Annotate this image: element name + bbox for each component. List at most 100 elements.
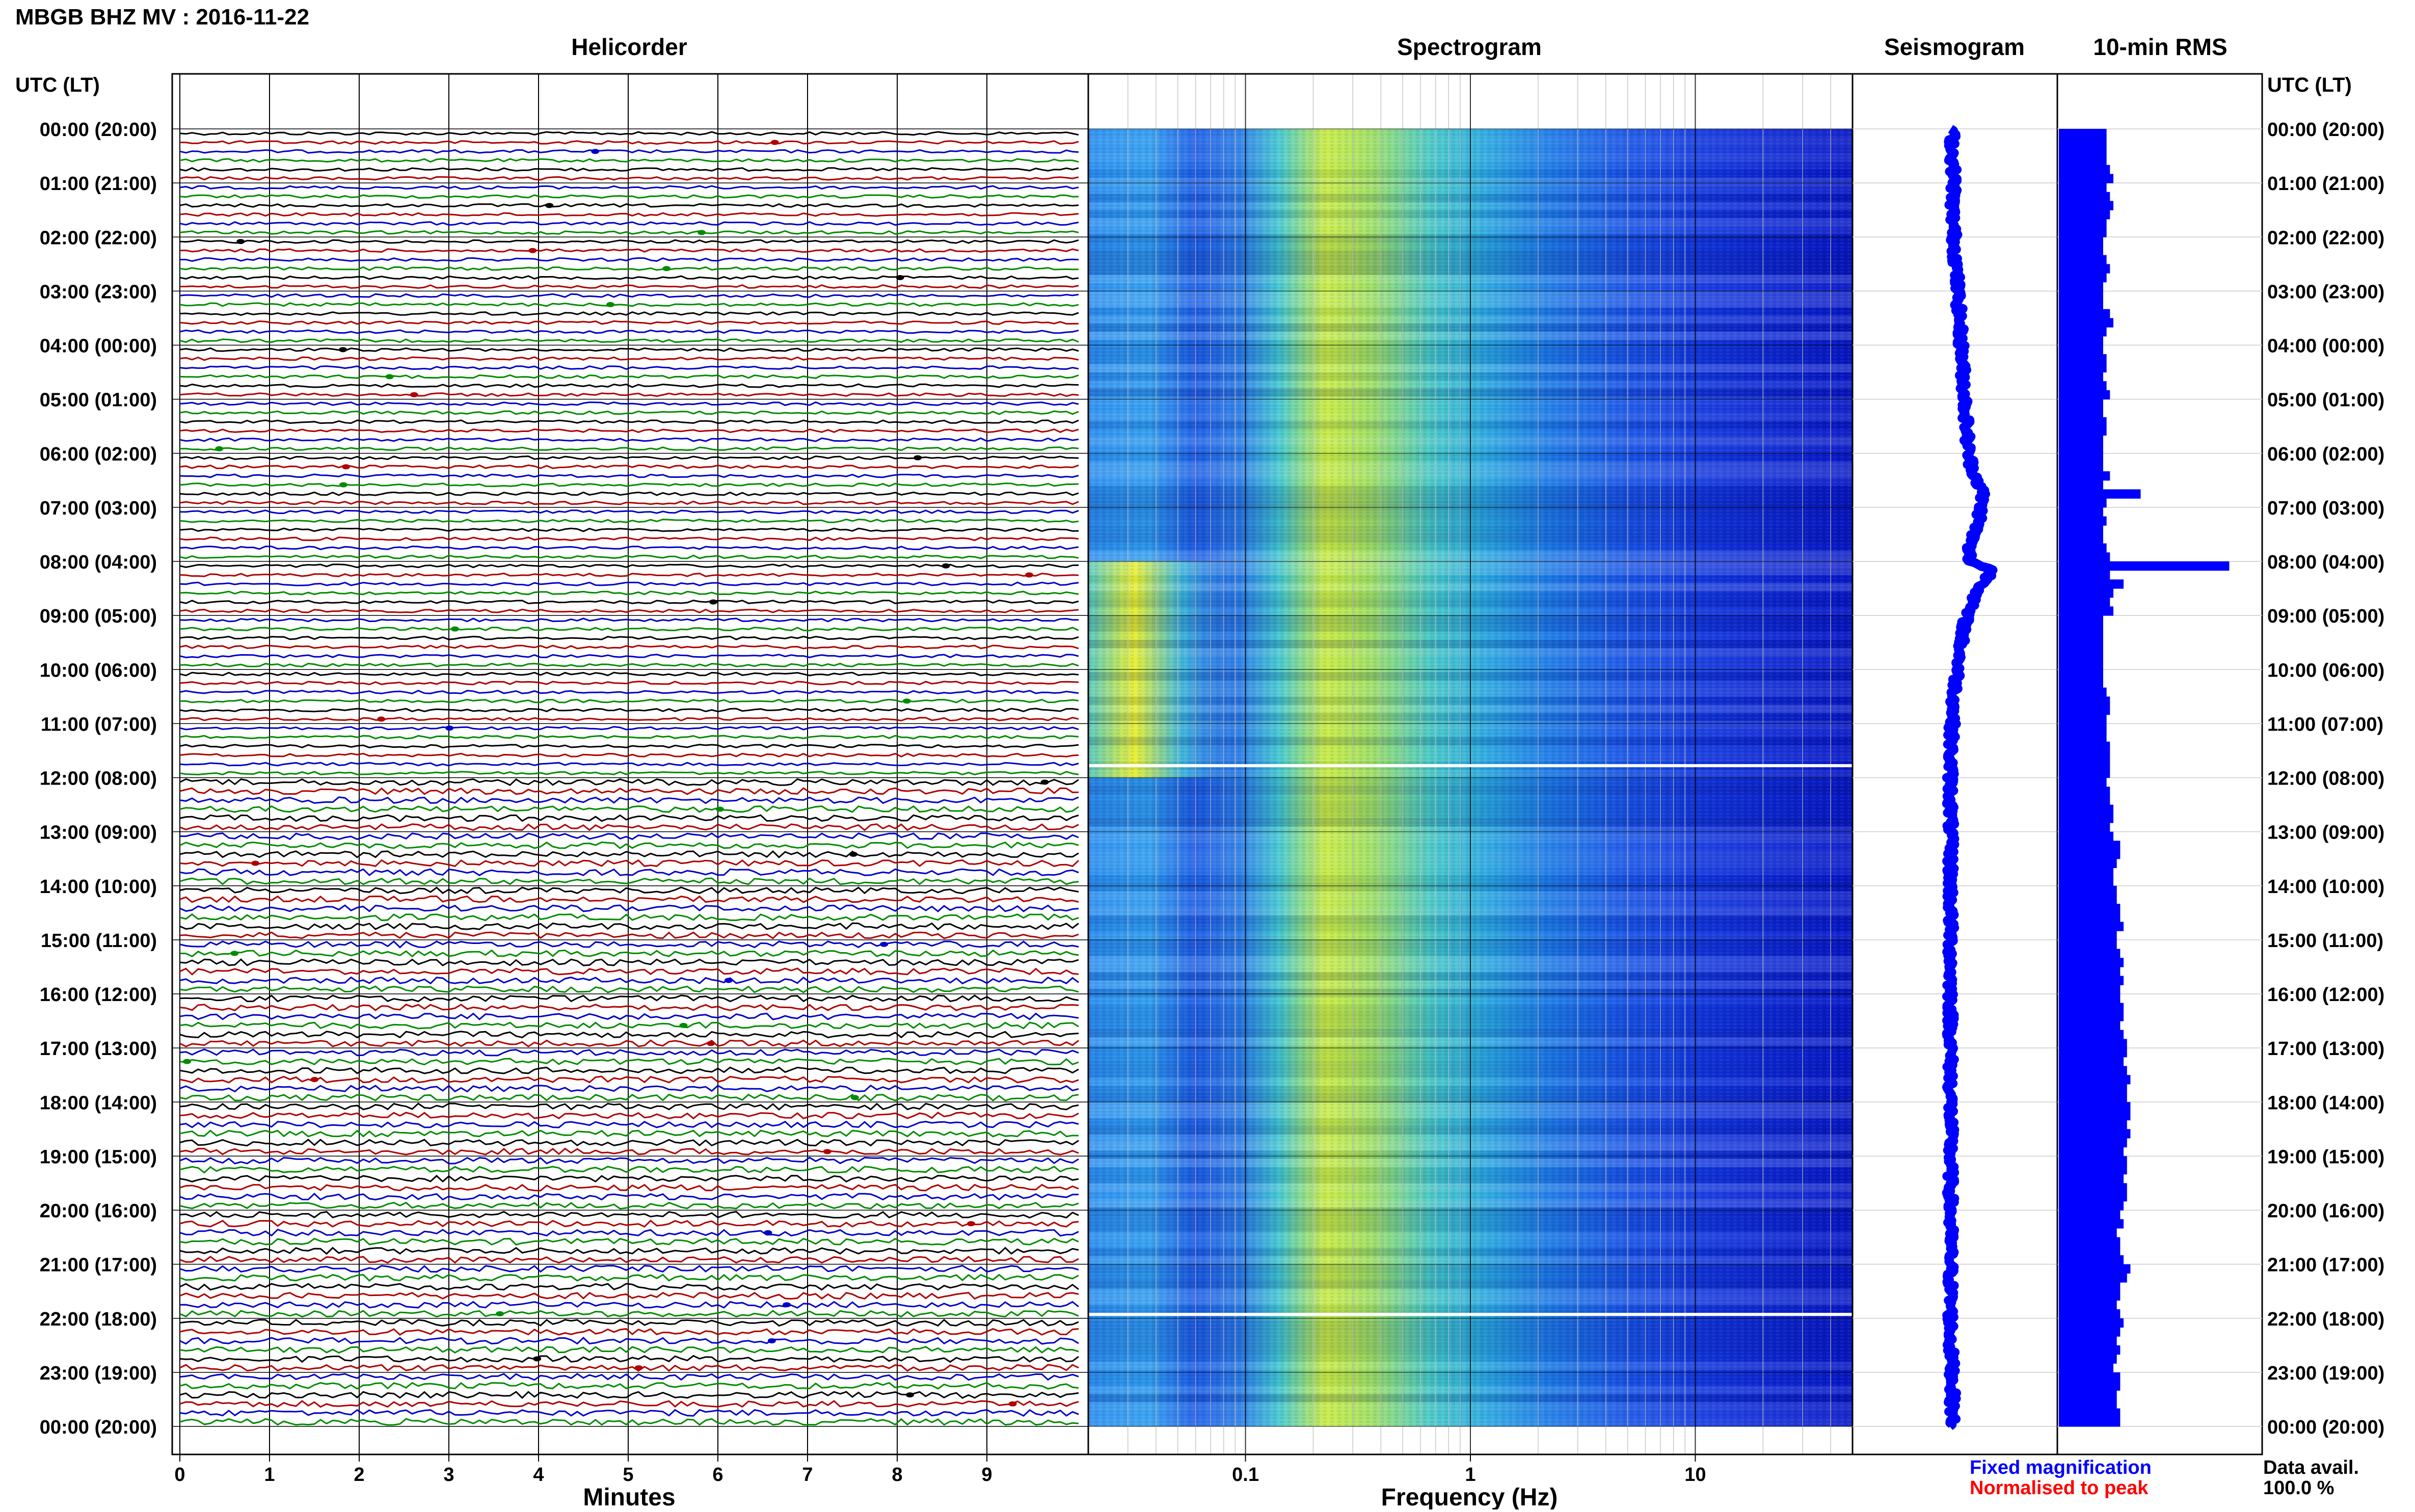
rms-bar [2059,1390,2117,1400]
helicorder-trace [179,509,1079,515]
rms-bar [2059,687,2107,697]
rms-bar [2059,949,2121,958]
helicorder-trace [179,698,1079,704]
rms-bar [2059,318,2114,328]
helicorder-trace [179,1264,1079,1273]
helicorder-trace [179,545,1079,550]
helicorder-trace [179,1139,1079,1147]
seismogram-trace [1942,125,1998,1430]
rms-bar [2059,1075,2131,1085]
helicorder-trace [179,823,1079,831]
helicorder-tick-label: 4 [533,1464,544,1486]
time-label-right: 22:00 (18:00) [2267,1309,2384,1330]
helicorder-trace [179,1283,1079,1291]
time-label-left: 14:00 (10:00) [40,876,157,898]
time-label-right: 12:00 (08:00) [2267,768,2384,790]
time-label-left: 19:00 (15:00) [40,1146,157,1168]
helicorder-trace [179,1039,1079,1048]
helicorder-title: Helicorder [571,34,687,60]
helicorder-trace [179,958,1079,966]
spectrogram-title: Spectrogram [1397,34,1542,60]
helicorder-trace [179,778,1079,786]
helicorder-event [850,1095,859,1100]
rms-bar [2059,706,2110,715]
rms-bar [2059,966,2121,977]
time-label-left: 12:00 (08:00) [40,768,157,790]
rms-bar [2059,642,2103,652]
rms-bar [2059,507,2103,517]
rms-bar [2059,912,2121,923]
rms-bar [2059,850,2121,859]
helicorder-trace [179,967,1079,976]
rms-bar [2059,1291,2121,1301]
rms-bar [2059,408,2103,418]
time-label-left: 06:00 (02:00) [40,444,157,465]
time-label-right: 11:00 (07:00) [2267,714,2383,735]
helicorder-trace [179,681,1079,686]
helicorder-panel [171,73,1089,1455]
helicorder-trace [179,895,1079,903]
helicorder-trace [179,1093,1079,1102]
time-label-right: 19:00 (15:00) [2267,1146,2384,1168]
helicorder-trace [179,536,1079,542]
helicorder-trace [179,976,1079,985]
rms-bar [2059,1129,2131,1139]
helicorder-trace [179,1085,1079,1093]
rms-bar [2059,174,2114,183]
helicorder-event [450,626,459,632]
helicorder-tick-label: 7 [802,1464,813,1486]
helicorder-trace [179,131,1079,136]
helicorder-event [770,140,779,145]
rms-bar [2059,1192,2127,1202]
time-label-left: 04:00 (00:00) [40,336,157,357]
spectrogram-tick-label: 1 [1465,1464,1475,1486]
time-label-right: 20:00 (16:00) [2267,1201,2384,1222]
helicorder-trace [179,1193,1079,1201]
helicorder-trace [179,410,1079,415]
helicorder-event [880,941,889,947]
helicorder-trace [179,752,1079,758]
helicorder-trace [179,744,1079,749]
rms-bar [2059,1012,2124,1021]
helicorder-trace [179,284,1079,289]
helicorder-event [310,1077,319,1083]
helicorder-trace [179,859,1080,868]
rms-bar [2059,255,2107,264]
helicorder-trace [179,805,1079,813]
rms-bar [2059,633,2103,643]
rms-bar [2059,1318,2124,1328]
rms-bar [2059,300,2103,310]
rms-bar [2059,309,2110,319]
helicorder-trace [179,1247,1079,1255]
helicorder-trace [179,787,1079,795]
helicorder-event [230,951,239,956]
helicorder-trace [179,1229,1079,1237]
helicorder-trace [179,1255,1079,1264]
rms-bar [2059,1273,2127,1283]
rms-bar [2059,651,2103,661]
rms-bar [2059,1120,2127,1129]
helicorder-trace [179,302,1079,307]
helicorder-xlabel: Minutes [583,1484,675,1509]
rms-bar [2059,723,2107,733]
rms-bar [2059,498,2107,508]
rms-bar [2059,822,2110,832]
time-label-left: 01:00 (21:00) [40,173,157,195]
helicorder-event [1040,779,1049,785]
time-label-right: 16:00 (12:00) [2267,984,2384,1006]
helicorder-event [896,275,904,280]
time-label-left: 03:00 (23:00) [40,281,157,303]
time-label-left: 23:00 (19:00) [40,1363,157,1384]
helicorder-trace [179,194,1079,199]
helicorder-trace [179,644,1079,650]
rms-bar [2059,1111,2131,1121]
helicorder-trace [179,1391,1079,1399]
helicorder-trace [179,1291,1079,1300]
helicorder-trace [179,275,1079,280]
right-time-header: UTC (LT) [2267,74,2352,96]
rms-bar [2059,1327,2121,1337]
rms-bar [2059,885,2117,896]
rms-bar [2059,1282,2121,1292]
rms-bar [2059,156,2107,166]
helicorder-trace [179,1201,1079,1210]
